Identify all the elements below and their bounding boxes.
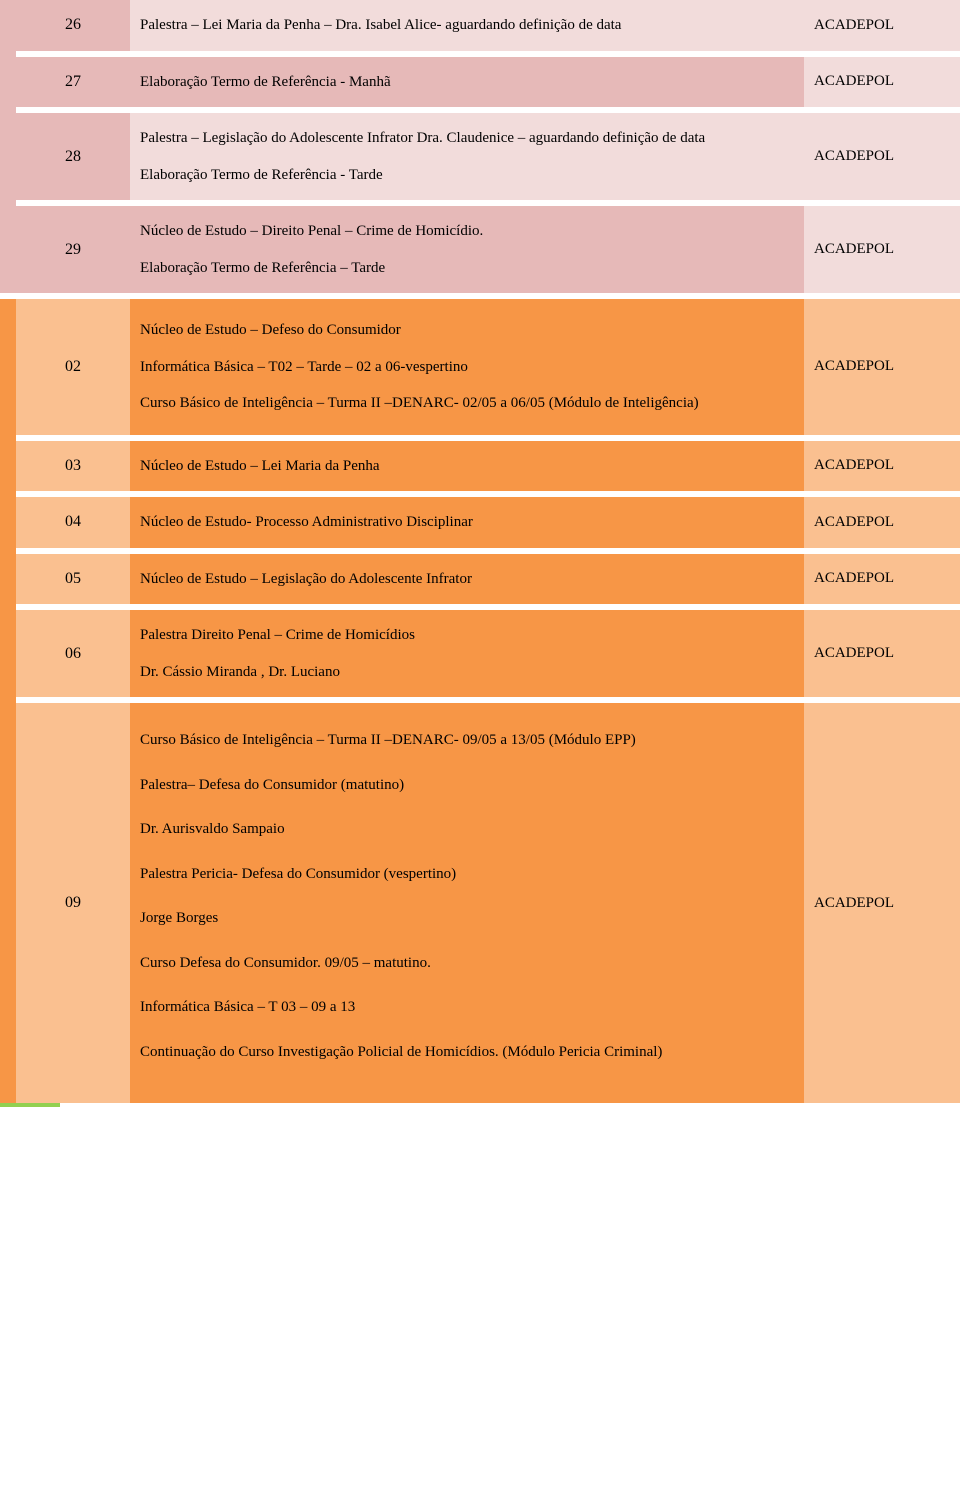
day-number: 09 — [16, 703, 130, 1103]
month-blank-orange — [0, 299, 16, 1103]
day-number: 28 — [16, 113, 130, 200]
event-line: Palestra Pericia- Defesa do Consumidor (… — [140, 863, 794, 886]
day-number: 04 — [16, 497, 130, 548]
event-desc: Núcleo de Estudo – Lei Maria da Penha — [130, 441, 804, 492]
table-row: 04 Núcleo de Estudo- Processo Administra… — [0, 497, 960, 548]
event-line: Curso Básico de Inteligência – Turma II … — [140, 729, 794, 752]
event-line: Palestra Direito Penal – Crime de Homicí… — [140, 624, 794, 647]
event-location: ACADEPOL — [804, 113, 960, 200]
schedule-table: 26 Palestra – Lei Maria da Penha – Dra. … — [0, 0, 960, 1103]
event-line: Jorge Borges — [140, 907, 794, 930]
event-desc: Núcleo de Estudo – Defeso do Consumidor … — [130, 299, 804, 435]
event-line: Palestra– Defesa do Consumidor (matutino… — [140, 774, 794, 797]
table-row: 29 Núcleo de Estudo – Direito Penal – Cr… — [0, 206, 960, 293]
event-location: ACADEPOL — [804, 703, 960, 1103]
event-desc: Curso Básico de Inteligência – Turma II … — [130, 703, 804, 1103]
event-location: ACADEPOL — [804, 610, 960, 697]
day-number: 03 — [16, 441, 130, 492]
table-row: 02 Núcleo de Estudo – Defeso do Consumid… — [0, 299, 960, 435]
event-desc: Palestra – Lei Maria da Penha – Dra. Isa… — [130, 0, 804, 51]
event-line: Informática Básica – T 03 – 09 a 13 — [140, 996, 794, 1019]
event-line: Elaboração Termo de Referência – Tarde — [140, 257, 794, 280]
table-row: 06 Palestra Direito Penal – Crime de Hom… — [0, 610, 960, 697]
table-row: 09 Curso Básico de Inteligência – Turma … — [0, 703, 960, 1103]
event-desc: Palestra Direito Penal – Crime de Homicí… — [130, 610, 804, 697]
event-line: Curso Defesa do Consumidor. 09/05 – matu… — [140, 952, 794, 975]
event-location: ACADEPOL — [804, 0, 960, 51]
day-number: 06 — [16, 610, 130, 697]
event-location: ACADEPOL — [804, 497, 960, 548]
event-location: ACADEPOL — [804, 206, 960, 293]
day-number: 26 — [16, 0, 130, 51]
event-line: Curso Básico de Inteligência – Turma II … — [140, 392, 794, 415]
event-location: ACADEPOL — [804, 57, 960, 108]
event-line: Informática Básica – T02 – Tarde – 02 a … — [140, 356, 794, 379]
event-line: Dr. Cássio Miranda , Dr. Luciano — [140, 661, 794, 684]
table-row: 27 Elaboração Termo de Referência - Manh… — [0, 57, 960, 108]
month-blank-pink — [0, 0, 16, 293]
event-desc: Elaboração Termo de Referência - Manhã — [130, 57, 804, 108]
table-row: 05 Núcleo de Estudo – Legislação do Adol… — [0, 554, 960, 605]
day-number: 05 — [16, 554, 130, 605]
event-desc: Núcleo de Estudo- Processo Administrativ… — [130, 497, 804, 548]
event-location: ACADEPOL — [804, 554, 960, 605]
day-number: 27 — [16, 57, 130, 108]
table-row: 03 Núcleo de Estudo – Lei Maria da Penha… — [0, 441, 960, 492]
event-line: Dr. Aurisvaldo Sampaio — [140, 818, 794, 841]
table-row: 26 Palestra – Lei Maria da Penha – Dra. … — [0, 0, 960, 51]
day-number: 29 — [16, 206, 130, 293]
event-desc: Núcleo de Estudo – Legislação do Adolesc… — [130, 554, 804, 605]
day-number: 02 — [16, 299, 130, 435]
event-line: Núcleo de Estudo – Defeso do Consumidor — [140, 319, 794, 342]
event-line: Palestra – Legislação do Adolescente Inf… — [140, 127, 794, 150]
event-line: Núcleo de Estudo – Direito Penal – Crime… — [140, 220, 794, 243]
footer-accent — [0, 1103, 60, 1107]
event-location: ACADEPOL — [804, 299, 960, 435]
event-desc: Palestra – Legislação do Adolescente Inf… — [130, 113, 804, 200]
event-line: Elaboração Termo de Referência - Tarde — [140, 164, 794, 187]
event-desc: Núcleo de Estudo – Direito Penal – Crime… — [130, 206, 804, 293]
event-location: ACADEPOL — [804, 441, 960, 492]
table-row: 28 Palestra – Legislação do Adolescente … — [0, 113, 960, 200]
event-line: Continuação do Curso Investigação Polici… — [140, 1041, 794, 1064]
